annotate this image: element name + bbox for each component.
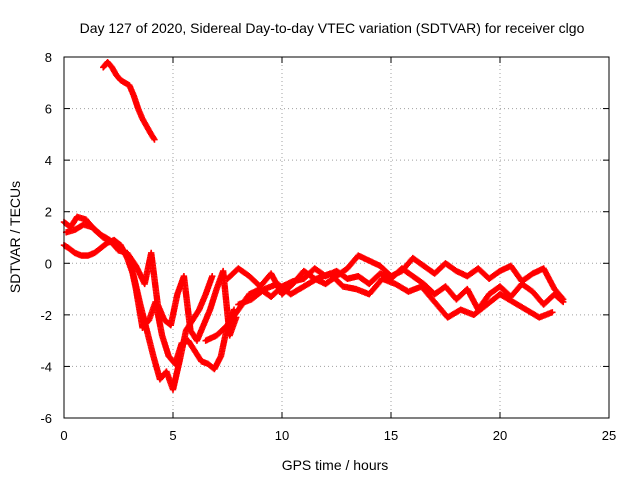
data-points <box>60 58 567 393</box>
x-tick-label: 20 <box>493 428 507 443</box>
series-track-C <box>62 221 240 344</box>
y-tick-label: 4 <box>45 153 52 168</box>
data-point <box>150 135 157 142</box>
x-tick-label: 10 <box>275 428 289 443</box>
x-tick-label: 5 <box>169 428 176 443</box>
y-tick-label: 6 <box>45 102 52 117</box>
grid-lines <box>64 57 609 418</box>
plot-frame <box>63 56 610 419</box>
x-tick-label: 25 <box>602 428 616 443</box>
data-point <box>151 136 158 143</box>
y-tick-label: 8 <box>45 50 52 65</box>
data-point <box>560 296 567 303</box>
axis-ticks: 0 5 10 15 20 25 -6 -4 -2 0 2 4 6 8 <box>40 50 616 443</box>
y-tick-label: 2 <box>45 205 52 220</box>
series-upper-arc <box>100 58 158 143</box>
y-tick-label: -4 <box>40 359 52 374</box>
data-point <box>209 272 216 280</box>
series-track-F <box>235 270 556 321</box>
y-tick-label: 0 <box>45 256 52 271</box>
x-tick-label: 0 <box>60 428 67 443</box>
x-tick-label: 15 <box>384 428 398 443</box>
data-point <box>559 295 566 302</box>
y-tick-label: -6 <box>40 411 52 426</box>
y-tick-label: -2 <box>40 308 52 323</box>
chart-title: Day 127 of 2020, Sidereal Day-to-day VTE… <box>80 20 585 36</box>
data-point <box>549 309 556 316</box>
y-axis-label: SDTVAR / TECUs <box>7 181 23 293</box>
x-axis-label: GPS time / hours <box>282 457 389 473</box>
